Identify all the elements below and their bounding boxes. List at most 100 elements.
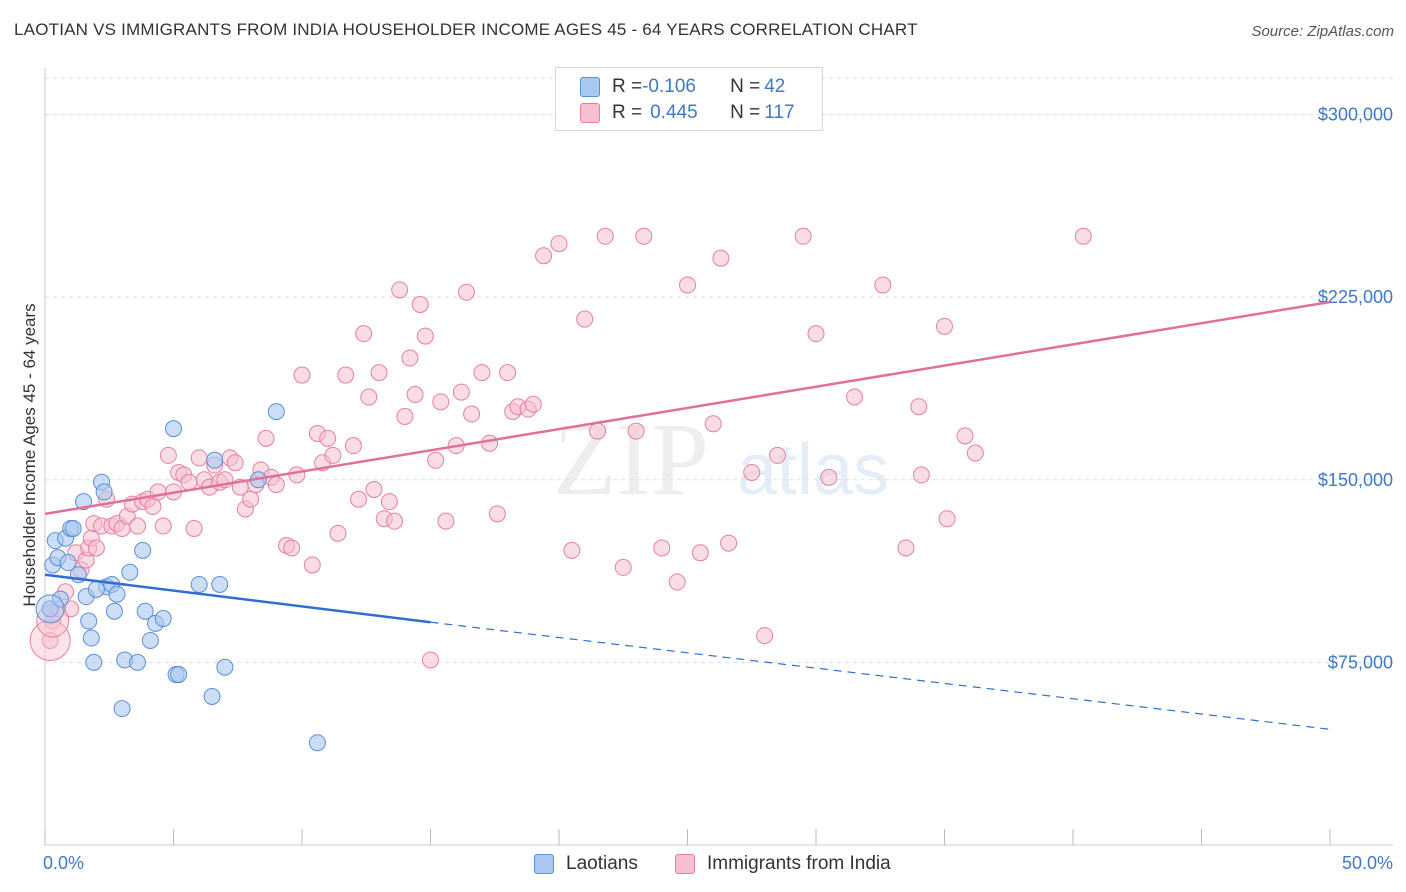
data-point-india [401, 349, 419, 367]
data-point-india [288, 466, 306, 484]
data-point-india [488, 505, 506, 523]
data-point-india [635, 227, 653, 245]
data-point-india [704, 415, 722, 433]
data-point-india [365, 481, 383, 499]
data-point-india [360, 388, 378, 406]
data-point-india [257, 429, 275, 447]
data-point-india [481, 434, 499, 452]
chart-title: LAOTIAN VS IMMIGRANTS FROM INDIA HOUSEHO… [14, 20, 918, 39]
bottom-legend-laotians: Laotians [534, 852, 638, 876]
data-point-india [912, 466, 930, 484]
data-point-india [846, 388, 864, 406]
data-point-india [355, 325, 373, 343]
data-point-india [794, 227, 812, 245]
data-point-india [720, 534, 738, 552]
data-point-india [432, 393, 450, 411]
watermark-zip: ZIP [553, 402, 709, 517]
data-point-india [386, 512, 404, 530]
legend-swatch-pink [580, 103, 600, 123]
data-point-india [144, 498, 162, 516]
trend-line-laotians [44, 573, 431, 624]
data-point-india [370, 364, 388, 382]
data-point-laotian [190, 575, 208, 593]
data-point-india [350, 490, 368, 508]
data-point-india [938, 510, 956, 528]
data-point-laotian [165, 420, 182, 438]
data-point-india [1074, 227, 1092, 245]
data-point-laotian [87, 580, 105, 598]
data-point-india [874, 276, 892, 294]
data-point-india [457, 283, 475, 301]
data-point-india [242, 490, 260, 508]
data-point-india [337, 366, 355, 384]
legend-swatch-blue [580, 77, 600, 97]
legend-row-india: R = 0.445 N = 117 [580, 101, 795, 125]
data-point-india [627, 422, 645, 440]
legend-n-value: 42 [764, 76, 786, 97]
data-point-india [293, 366, 311, 384]
legend-n-label: N = [730, 102, 761, 123]
bottom-legend-label: Laotians [566, 853, 638, 874]
data-point-laotian [211, 575, 229, 593]
data-point-india [563, 541, 581, 559]
data-point-india [329, 524, 347, 542]
data-point-india [897, 539, 915, 557]
source-credit: Source: ZipAtlas.com [1251, 23, 1394, 40]
data-point-india [190, 449, 208, 467]
series-immigrants-from-india [29, 227, 1092, 669]
data-point-india [768, 446, 786, 464]
legend-n-value: 117 [764, 102, 795, 123]
x-tick-label: 0.0% [43, 853, 84, 873]
data-point-india [380, 493, 398, 511]
data-point-laotian [95, 483, 113, 501]
data-point-india [712, 249, 730, 267]
data-point-india [87, 539, 105, 557]
data-point-india [614, 558, 632, 576]
data-point-laotian [41, 600, 59, 618]
data-point-india [756, 627, 774, 645]
data-point-laotian [108, 585, 126, 603]
data-point-laotian [203, 687, 221, 705]
data-point-india [679, 276, 696, 294]
data-point-india [422, 651, 439, 669]
data-point-laotian [105, 602, 123, 620]
legend-r-label: R = [612, 102, 643, 123]
axes [44, 68, 1393, 846]
data-point-laotian [82, 629, 100, 647]
data-point-india [936, 317, 953, 335]
data-point-laotian [121, 563, 139, 581]
data-point-laotian [141, 631, 159, 649]
data-point-india [267, 476, 285, 494]
data-point-india [411, 295, 429, 313]
legend-n-label: N = [730, 76, 761, 97]
data-point-india [303, 556, 321, 574]
y-tick-label: $300,000 [1318, 105, 1393, 125]
data-point-india [149, 483, 167, 501]
data-point-india [668, 573, 686, 591]
data-point-india [344, 437, 362, 455]
legend-r-value: 0.445 [650, 102, 698, 123]
data-point-india [463, 405, 481, 423]
data-point-india [499, 364, 517, 382]
x-tick-label: 50.0% [1342, 853, 1393, 873]
data-point-laotian [80, 612, 98, 630]
trend-line-india [44, 300, 1331, 516]
data-point-india [524, 395, 542, 413]
series-laotians [35, 403, 326, 752]
data-point-india [576, 310, 594, 328]
data-point-india [691, 544, 709, 562]
data-point-india [452, 383, 470, 401]
data-point-india [596, 227, 614, 245]
legend-r-value: -0.106 [642, 76, 696, 97]
data-point-laotian [216, 658, 234, 676]
data-point-india [324, 446, 342, 464]
y-tick-label: $75,000 [1328, 652, 1393, 672]
x-tick-labels: 0.0% 50.0% [43, 853, 1393, 873]
data-point-india [283, 539, 301, 557]
y-tick-label: $150,000 [1318, 470, 1393, 490]
data-point-india [319, 429, 337, 447]
data-point-india [966, 444, 984, 462]
y-axis-label: Householder Income Ages 45 - 64 years [20, 303, 39, 606]
data-point-india [427, 451, 445, 469]
